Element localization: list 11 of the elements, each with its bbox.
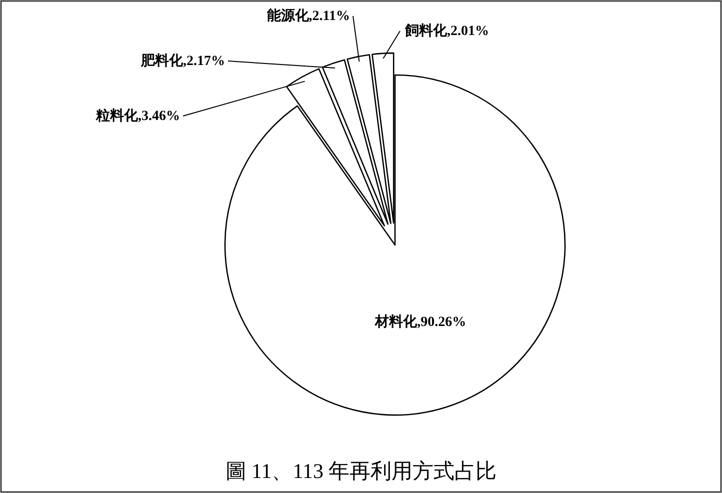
data-label: ,2.01% xyxy=(447,24,489,39)
slice-label: 能源化 xyxy=(266,8,310,24)
slice-label: 飼料化 xyxy=(404,23,448,39)
slice-label: 材料化 xyxy=(374,314,418,330)
data-label: ,3.46% xyxy=(138,109,180,124)
data-label: ,2.17% xyxy=(183,54,225,69)
data-label: ,90.26% xyxy=(417,315,466,330)
slice-label: 肥料化 xyxy=(140,53,184,69)
slice-label: 粒料化 xyxy=(95,108,139,124)
text: 圖 11、113 年再利用方式占比 xyxy=(225,459,497,483)
data-label: ,2.11% xyxy=(308,9,350,24)
